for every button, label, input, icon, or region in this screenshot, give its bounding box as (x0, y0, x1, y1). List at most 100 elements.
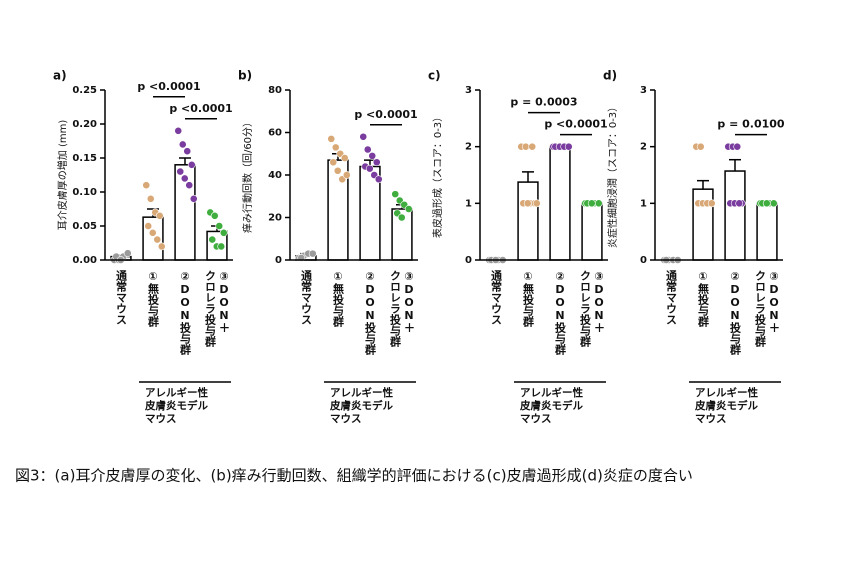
group-label: マウス (145, 413, 177, 425)
x-tick-label: ②DON投与群 (729, 270, 743, 356)
y-axis-label: 炎症性細胞浸潤（スコア：0-3） (606, 102, 619, 248)
data-point (189, 194, 198, 203)
y-tick-label: 0.10 (72, 187, 97, 198)
data-point (528, 142, 537, 151)
y-axis-label: 痒み行動回数（回/60分） (241, 117, 254, 233)
bar (724, 170, 746, 261)
data-point (342, 171, 351, 179)
x-tick-label: ③DON＋ (218, 270, 231, 333)
y-tick-label: 0.15 (72, 153, 97, 164)
x-tick-label: クロレラ投与群 (389, 270, 403, 348)
data-point (153, 235, 162, 244)
y-tick-label: 2 (640, 142, 647, 153)
data-point (391, 190, 400, 199)
p-value: p <0.0001 (354, 108, 417, 121)
x-tick-label: ①無投与群 (697, 270, 711, 328)
x-tick-label: ①無投与群 (522, 270, 536, 328)
x-tick-label: ①無投与群 (332, 270, 346, 328)
x-tick-label: ①無投与群 (147, 270, 161, 328)
x-tick-label: ②DON投与群 (364, 270, 378, 356)
data-point (146, 194, 155, 203)
data-point (174, 126, 183, 135)
data-point (327, 134, 336, 143)
data-point (215, 222, 224, 230)
data-point (210, 211, 219, 220)
bar (549, 145, 571, 261)
data-point (187, 160, 196, 169)
bar (517, 181, 539, 261)
x-tick-label: 通常マウス (300, 270, 313, 325)
y-tick-label: 3 (640, 85, 647, 96)
data-point (219, 228, 228, 237)
data-point (762, 199, 771, 208)
y-tick-label: 20 (268, 213, 282, 224)
y-tick-label: 80 (268, 85, 282, 96)
group-label: 皮膚炎モデル (329, 399, 393, 412)
data-point (521, 142, 530, 151)
group-label: 皮膚炎モデル (694, 399, 758, 412)
x-tick-label: ②DON投与群 (179, 270, 193, 356)
group-label: アレルギー性 (695, 386, 758, 399)
data-point (180, 174, 189, 183)
p-value: p = 0.0100 (717, 118, 785, 131)
y-tick-label: 1 (640, 198, 647, 209)
y-tick-label: 60 (268, 128, 282, 139)
x-tick-label: 通常マウス (490, 270, 503, 325)
data-point (404, 205, 413, 213)
data-point (397, 213, 406, 222)
panel-label: b) (238, 69, 252, 83)
data-point (374, 175, 383, 184)
panel-label: d) (603, 69, 617, 83)
data-point (331, 143, 340, 152)
x-tick-label: ③DON＋ (768, 270, 781, 333)
y-tick-label: 0 (275, 255, 282, 266)
group-label: 皮膚炎モデル (519, 399, 583, 412)
data-point (564, 142, 573, 151)
data-point (523, 199, 532, 208)
y-tick-label: 1 (465, 198, 472, 209)
y-tick-label: 0 (640, 255, 647, 266)
group-label: マウス (520, 413, 552, 425)
y-axis-label: 表皮過形成（スコア：0-3） (431, 112, 444, 238)
y-tick-label: 2 (465, 142, 472, 153)
group-label: マウス (695, 413, 727, 425)
data-point (123, 249, 132, 258)
p-value: p <0.0001 (544, 118, 607, 131)
panel-label: c) (428, 69, 441, 83)
x-tick-label: ③DON＋ (403, 270, 416, 333)
data-point (329, 158, 338, 167)
data-point (594, 199, 603, 208)
data-point (185, 181, 194, 190)
y-tick-label: 0.00 (72, 255, 97, 266)
data-point (176, 167, 185, 176)
data-point (359, 132, 368, 141)
data-point (155, 211, 164, 220)
y-axis-label: 耳介皮膚厚の増加 (mm) (56, 120, 69, 231)
data-point (363, 145, 372, 154)
data-point (333, 166, 342, 175)
data-point (142, 181, 151, 190)
y-tick-label: 0.05 (72, 221, 97, 232)
p-value: p <0.0001 (169, 102, 232, 115)
data-point (340, 154, 349, 162)
data-point (735, 199, 744, 208)
p-value: p = 0.0003 (510, 96, 577, 109)
x-tick-label: クロレラ投与群 (579, 270, 593, 348)
y-tick-label: 0.20 (72, 119, 97, 130)
data-point (372, 158, 381, 167)
data-point (365, 164, 374, 173)
data-point (308, 249, 317, 258)
bar (581, 202, 603, 261)
data-point (157, 242, 166, 251)
data-point (532, 199, 541, 208)
data-point (208, 235, 217, 244)
data-point (587, 199, 596, 208)
group-label: アレルギー性 (330, 386, 393, 399)
group-label: アレルギー性 (145, 386, 208, 399)
x-tick-label: 通常マウス (665, 270, 678, 325)
x-tick-label: クロレラ投与群 (754, 270, 768, 348)
caption: 図3：(a)耳介皮膚厚の変化、(b)痒み行動回数、組織学的評価における(c)皮膚… (15, 467, 693, 485)
data-point (148, 228, 157, 237)
bar (756, 202, 778, 261)
